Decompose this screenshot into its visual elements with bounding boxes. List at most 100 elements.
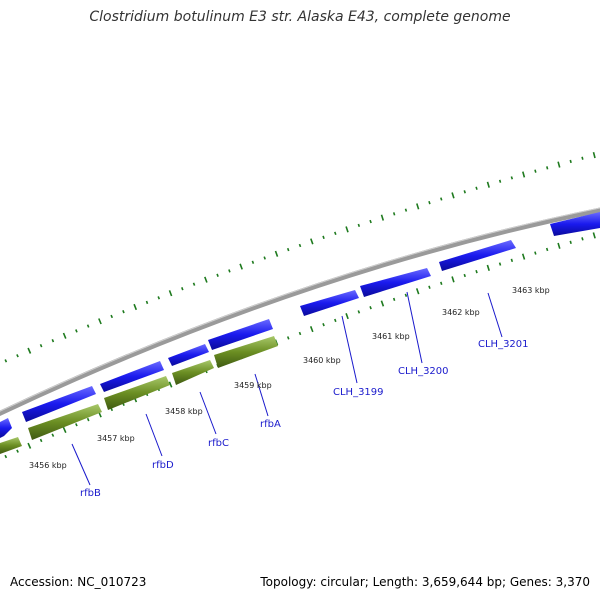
gc-tick [98, 318, 102, 325]
gc-tick [380, 214, 385, 221]
gene-feature[interactable] [439, 240, 516, 271]
gc-tick [475, 186, 478, 190]
genome-summary: Topology: circular; Length: 3,659,644 bp… [260, 575, 590, 589]
gene-label[interactable]: CLH_3200 [398, 366, 449, 377]
gc-tick [380, 300, 385, 307]
gc-tick [39, 343, 43, 348]
gene-feature[interactable] [28, 404, 102, 440]
gc-tick [451, 276, 455, 283]
gc-tick [274, 250, 279, 257]
gc-tick [122, 310, 125, 314]
gc-tick [569, 240, 572, 245]
gc-tick [369, 219, 372, 224]
gene-labels: rfbB rfbD rfbC rfbA CLH_3199 CLH_3200 CL… [80, 339, 529, 499]
gc-tick [581, 237, 584, 241]
gc-tick [133, 303, 138, 311]
gene-feature[interactable] [360, 268, 431, 297]
gene-feature[interactable] [300, 290, 359, 316]
gc-tick [416, 203, 420, 210]
gc-tick [592, 151, 596, 159]
gc-tick [168, 381, 173, 388]
scale-label: 3462 kbp [442, 308, 480, 317]
gc-tick [404, 293, 408, 297]
gc-tick [4, 454, 8, 459]
gene-feature[interactable] [0, 418, 12, 438]
gc-tick [475, 269, 478, 274]
gc-tick [286, 247, 290, 252]
gene-feature[interactable] [100, 361, 164, 392]
accession-label: Accession: NC_010723 [10, 575, 147, 589]
gc-tick [145, 300, 149, 305]
gene-feature[interactable] [104, 376, 170, 410]
gene-label[interactable]: CLH_3201 [478, 339, 529, 350]
gc-tick [510, 258, 514, 263]
gene-label[interactable]: rfbC [208, 438, 229, 449]
gc-tick [592, 232, 596, 239]
gc-tick [369, 306, 372, 310]
gc-tick [334, 231, 337, 236]
leader-line [199, 391, 217, 435]
gene-label[interactable]: rfbD [152, 460, 174, 471]
gc-tick [75, 423, 78, 427]
gc-tick [168, 290, 173, 297]
gc-tick [463, 190, 466, 194]
gc-tick [39, 438, 43, 443]
gc-tick [521, 253, 526, 260]
gene-feature[interactable] [550, 212, 600, 236]
gene-feature[interactable] [168, 344, 209, 366]
gc-tick [204, 276, 208, 283]
gene-label[interactable]: rfbB [80, 488, 101, 499]
gene-feature[interactable] [208, 319, 273, 350]
gc-tick [51, 339, 55, 343]
gc-tick [239, 263, 243, 270]
gene-feature[interactable] [214, 336, 278, 368]
gc-tick [534, 251, 537, 255]
gc-tick [263, 256, 266, 260]
gene-label[interactable]: CLH_3199 [333, 387, 384, 398]
gc-tick [309, 326, 314, 333]
gene-feature[interactable] [172, 360, 214, 385]
gc-tick [428, 285, 431, 289]
gene-feature[interactable] [22, 386, 96, 422]
map-title: Clostridium botulinum E3 str. Alaska E43… [89, 9, 511, 25]
leader-line [254, 373, 269, 417]
gene-label[interactable]: rfbA [260, 419, 281, 430]
gc-tick [86, 324, 90, 328]
gc-tick [16, 354, 19, 358]
gc-tick [486, 181, 490, 188]
gc-tick [27, 442, 32, 449]
gc-tick [228, 269, 231, 273]
leader-line [341, 315, 358, 384]
gc-tick [440, 197, 443, 201]
gc-tick [181, 287, 184, 291]
scale-label: 3459 kbp [234, 381, 272, 390]
gc-tick [322, 235, 325, 240]
gc-tick [334, 318, 337, 323]
gc-tick [4, 359, 8, 363]
reverse-strand-genes [0, 336, 278, 454]
gc-tick [392, 212, 396, 216]
gc-tick [534, 169, 537, 173]
scale-label: 3460 kbp [303, 356, 341, 365]
leader-line [406, 291, 423, 364]
gc-tick [286, 336, 290, 340]
gc-tick [62, 426, 67, 434]
gc-tick [75, 329, 78, 333]
gc-tick [392, 297, 396, 302]
gc-tick [546, 166, 549, 170]
leader-line [145, 413, 163, 457]
gene-feature[interactable] [0, 437, 22, 454]
gc-tick [345, 226, 349, 233]
gc-tick [16, 449, 19, 453]
gc-tick [27, 347, 32, 354]
gc-tick [415, 288, 420, 295]
scale-label: 3457 kbp [97, 434, 135, 443]
gc-tick [557, 161, 561, 168]
gene-leader-lines [71, 291, 503, 486]
gc-tick [322, 323, 325, 327]
gc-tick [62, 332, 67, 339]
gc-tick [545, 247, 549, 252]
gc-tick [157, 296, 161, 300]
